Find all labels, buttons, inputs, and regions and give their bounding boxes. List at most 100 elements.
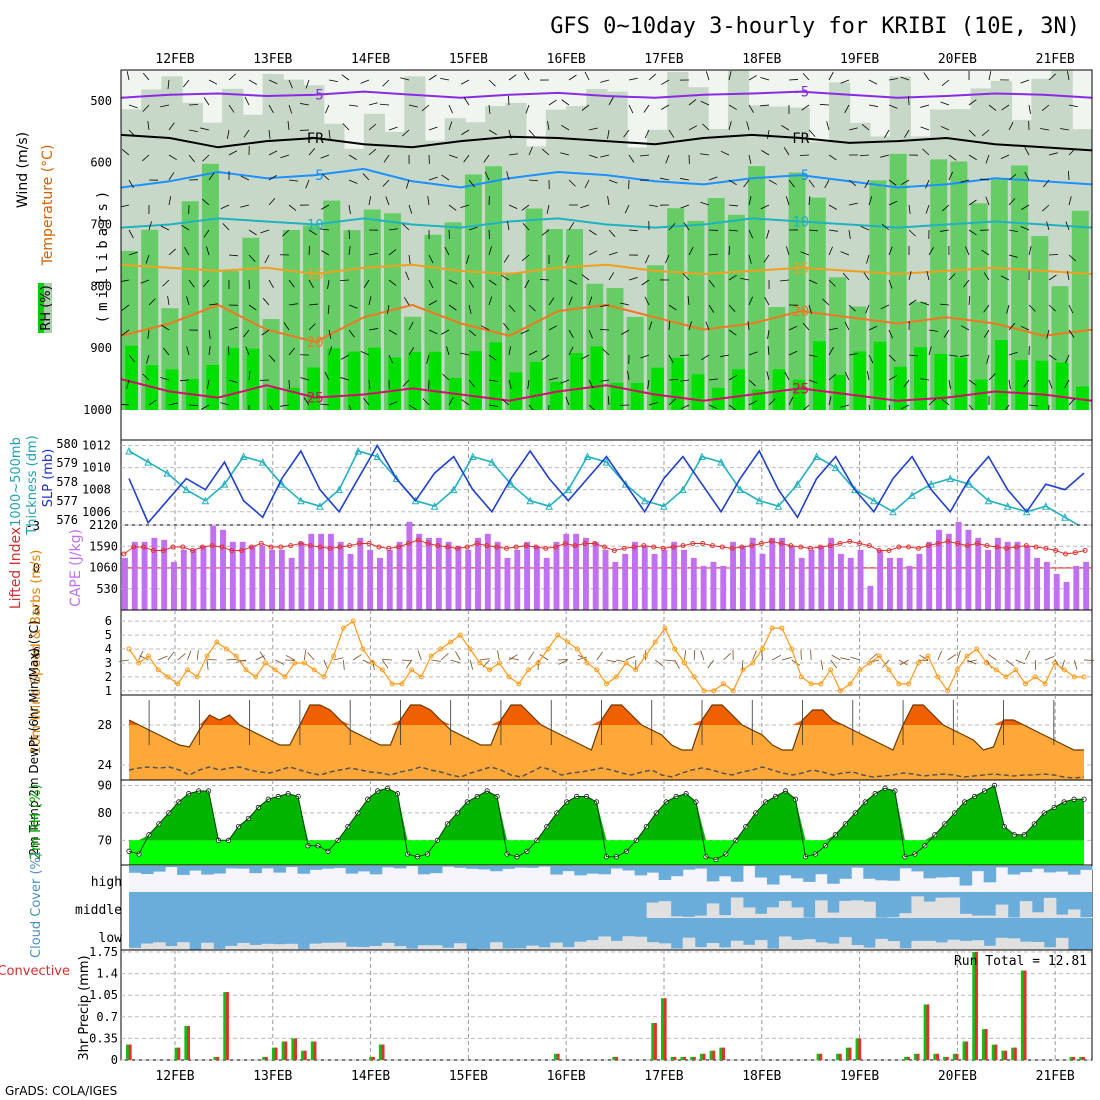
cape-bar-23 xyxy=(347,553,354,610)
upper-barb xyxy=(881,223,890,231)
upper-barb xyxy=(768,179,778,185)
cloud-high-bar-50 xyxy=(730,866,744,882)
upper-barb xyxy=(527,379,530,389)
upper-barb xyxy=(940,303,950,306)
upper-barb xyxy=(679,354,690,357)
upper-barb xyxy=(923,72,930,81)
cape-bar-7 xyxy=(190,549,197,610)
upper-barb xyxy=(128,179,134,189)
cape-bar-30 xyxy=(416,533,423,610)
upper-barb xyxy=(600,304,610,308)
upper-barb xyxy=(541,354,550,361)
upper-barb xyxy=(181,224,190,231)
wind-barb-32 xyxy=(440,653,449,661)
upper-barb xyxy=(680,204,690,209)
precip-conv-bar-14 xyxy=(264,1056,268,1060)
cape-bar-8 xyxy=(200,545,207,610)
precip-conv-bar-15 xyxy=(274,1047,278,1060)
upper-barb xyxy=(819,104,830,106)
precip-total-bar-56 xyxy=(670,1056,677,1060)
rh-shade-bright-32 xyxy=(772,369,786,410)
upper-barb xyxy=(288,279,295,288)
upper-barb xyxy=(623,129,630,138)
upper-barb xyxy=(428,329,438,335)
cloud-high-bar-52 xyxy=(754,866,768,878)
upper-barb xyxy=(766,229,770,239)
upper-barb xyxy=(985,154,990,164)
upper-barb xyxy=(268,354,276,362)
top-date-labels: 12FEB 13FEB 14FEB 15FEB 16FEB 17FEB 18FEB 19FEB… xyxy=(155,52,1075,67)
cloud-low-bar-33 xyxy=(526,945,539,950)
upper-barb xyxy=(261,329,270,336)
precip-conv-bar-88 xyxy=(984,1029,988,1060)
rh-shade-bright-38 xyxy=(893,366,907,410)
cape-bar-20 xyxy=(318,533,325,610)
precip-conv-bar-81 xyxy=(916,1053,920,1060)
top-date-21FEB: 21FEB xyxy=(1036,52,1075,67)
cape-bar-65 xyxy=(759,553,766,610)
upper-barb xyxy=(680,178,690,181)
rh-shade-bright-45 xyxy=(1035,360,1049,410)
upper-barb xyxy=(568,74,577,81)
upper-barb xyxy=(308,279,314,289)
cloud-low-bar-13 xyxy=(285,943,299,950)
cloud-high-bar-69 xyxy=(959,866,973,886)
precip-conv-bar-89 xyxy=(994,1044,998,1060)
upper-barb xyxy=(842,272,850,281)
upper-barb xyxy=(342,123,350,131)
cape-bar-94 xyxy=(1043,561,1050,610)
upper-barb xyxy=(688,125,698,131)
upper-barb xyxy=(222,223,230,231)
wind-barb-65 xyxy=(761,649,763,661)
cloud-low-bar-63 xyxy=(887,941,900,950)
cloud-high-bar-34 xyxy=(538,866,551,867)
upper-barb xyxy=(960,354,970,358)
upper-barb xyxy=(808,129,816,137)
upper-barb xyxy=(160,104,170,108)
upper-barb xyxy=(148,221,152,231)
upper-barb xyxy=(588,154,598,159)
cloud-low-bar-59 xyxy=(839,937,852,950)
upper-barb xyxy=(188,104,199,106)
cloud-high-bar-55 xyxy=(791,866,804,879)
cloud-high-bar-21 xyxy=(381,866,395,868)
upper-barb xyxy=(1064,354,1070,364)
upper-barb xyxy=(327,304,330,314)
thickness-marker-11 xyxy=(335,485,343,494)
upper-barb xyxy=(140,279,150,284)
upper-barb xyxy=(648,204,658,208)
precip-ytick-4: 1.4 xyxy=(96,967,118,981)
cloud-low-bar-14 xyxy=(297,948,311,950)
cloud-low-bar-55 xyxy=(791,939,804,950)
contour-label-0-0: -5 xyxy=(307,88,324,104)
upper-barb xyxy=(506,171,510,181)
upper-barb xyxy=(786,246,790,256)
wind-barb-94 xyxy=(1044,656,1055,661)
precip-total-bar-89 xyxy=(991,1044,998,1060)
upper-barb xyxy=(402,379,410,387)
upper-barb xyxy=(260,229,270,234)
upper-barb xyxy=(539,279,550,281)
upper-barb xyxy=(408,321,414,331)
upper-barb xyxy=(968,404,974,410)
upper-barb xyxy=(640,354,650,359)
wind-barb-9 xyxy=(206,659,217,661)
upper-barb xyxy=(728,304,736,312)
cape-bar-61 xyxy=(720,565,727,610)
precip-total-bar-73 xyxy=(836,1053,842,1060)
upper-barb xyxy=(501,274,510,281)
upper-barb xyxy=(360,79,370,84)
upper-barb xyxy=(788,325,798,331)
upper-barb xyxy=(700,201,710,206)
upper-barb xyxy=(828,327,838,331)
cape-bar-89 xyxy=(994,537,1001,610)
upper-barb xyxy=(848,229,851,239)
wind-barb-25 xyxy=(372,659,375,670)
cloud-panel: high middle low Cloud Cover (%) xyxy=(29,852,1093,958)
upper-barb xyxy=(968,295,971,306)
cloud-high-bar-49 xyxy=(718,866,732,877)
upper-barb xyxy=(680,404,690,410)
cloud-high-bar-39 xyxy=(598,866,611,875)
slp-righttick-1006: 1006 xyxy=(82,505,111,519)
upper-barb xyxy=(404,297,410,306)
